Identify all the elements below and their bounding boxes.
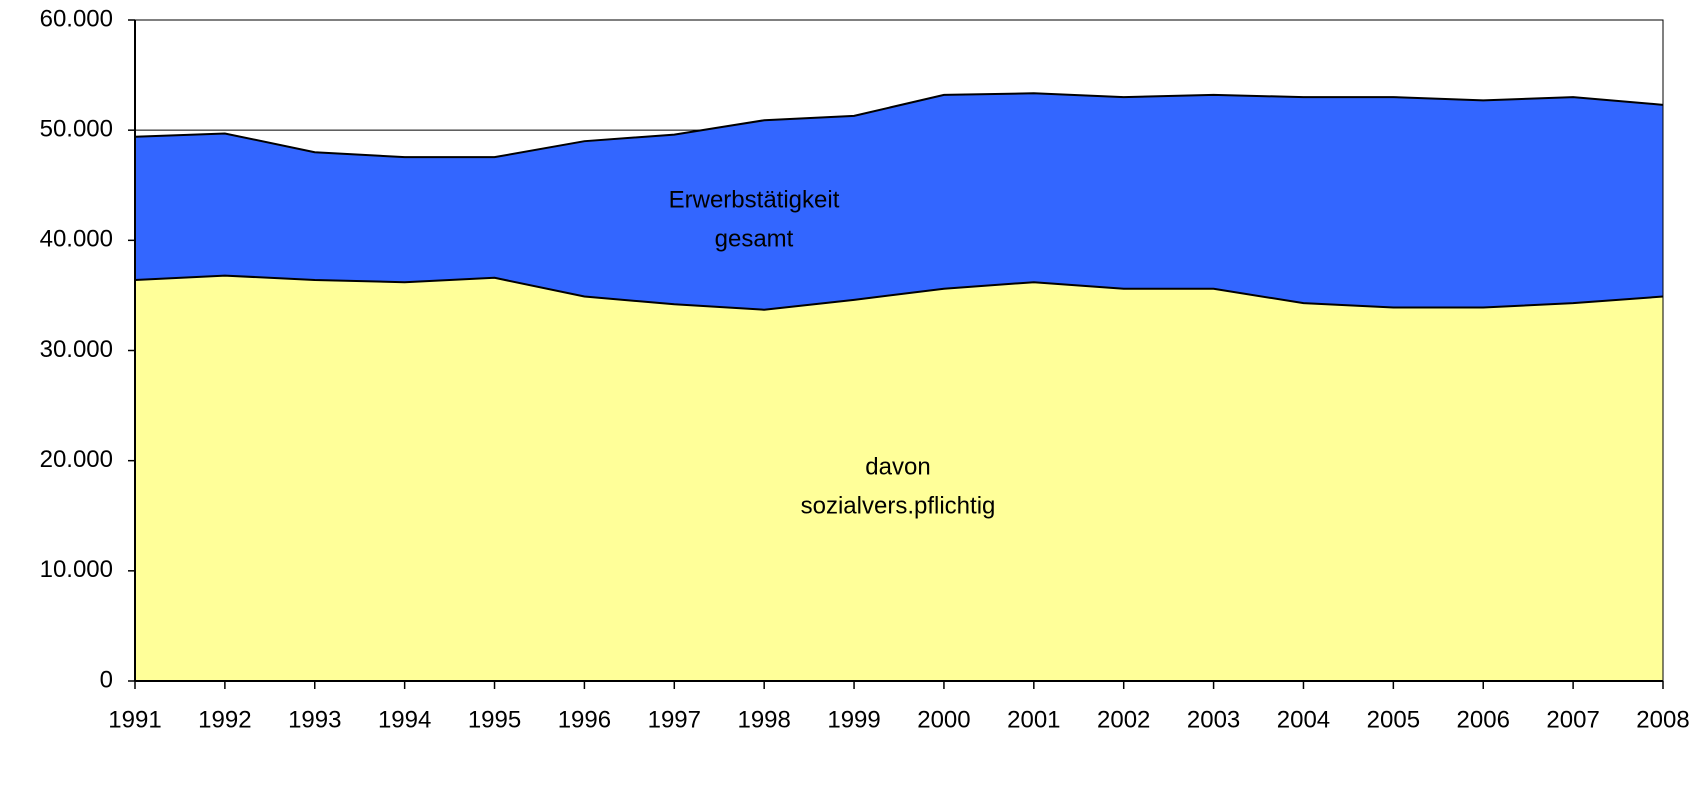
area-line: [134, 274, 1664, 311]
x-tick-label: 2008: [1636, 706, 1689, 733]
y-tick-label: 10.000: [40, 556, 113, 583]
x-tick-label: 2000: [917, 706, 970, 733]
y-tick-label: 40.000: [40, 226, 113, 253]
x-tick-label: 1999: [827, 706, 880, 733]
x-tick-label: 2002: [1097, 706, 1150, 733]
x-tick-label: 1993: [288, 706, 341, 733]
area-label: Erwerbstätigkeit: [669, 186, 840, 213]
x-tick-label: 1994: [378, 706, 431, 733]
y-tick-label: 30.000: [40, 336, 113, 363]
area: [135, 275, 1663, 681]
area-label: sozialvers.pflichtig: [801, 492, 996, 519]
area-label: gesamt: [715, 225, 794, 252]
x-tick-label: 1995: [468, 706, 521, 733]
x-tick-label: 2003: [1187, 706, 1240, 733]
y-tick-label: 20.000: [40, 446, 113, 473]
x-tick-label: 1996: [558, 706, 611, 733]
x-tick-label: 1998: [737, 706, 790, 733]
y-tick-label: 50.000: [40, 116, 113, 143]
y-tick-label: 0: [100, 666, 113, 693]
area-line: [134, 92, 1664, 159]
x-tick-label: 2007: [1546, 706, 1599, 733]
x-tick-label: 2004: [1277, 706, 1330, 733]
x-tick-label: 2006: [1457, 706, 1510, 733]
y-tick-label: 60.000: [40, 5, 113, 32]
area-label: davon: [865, 453, 930, 480]
x-tick-label: 1991: [108, 706, 161, 733]
x-tick-label: 1997: [648, 706, 701, 733]
x-tick-label: 2005: [1367, 706, 1420, 733]
x-tick-label: 2001: [1007, 706, 1060, 733]
x-tick-label: 1992: [198, 706, 251, 733]
